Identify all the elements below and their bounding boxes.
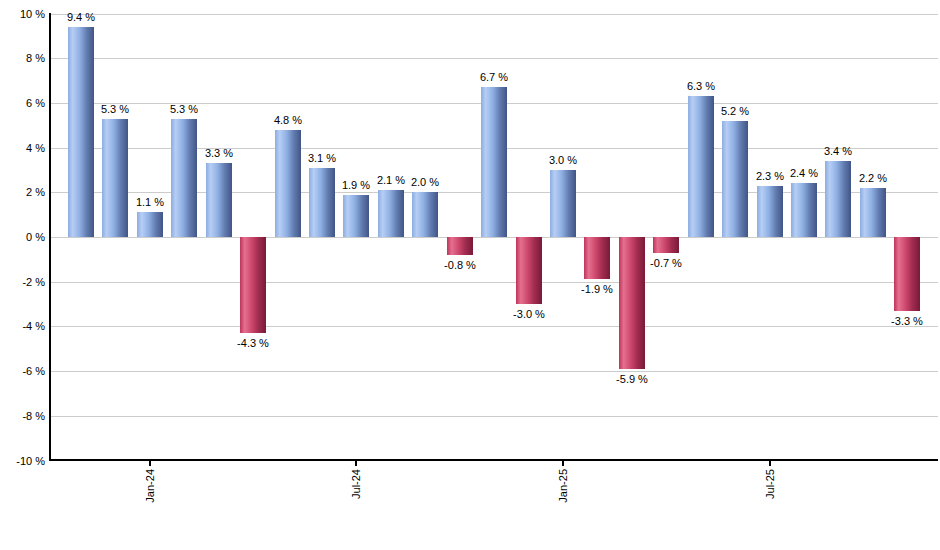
gridline [49,371,938,372]
bar [137,212,163,237]
bar-value-label: -4.3 % [237,337,269,350]
bar [550,170,576,237]
bar [516,237,542,304]
x-axis-tick-mark [562,461,564,466]
x-axis-tick-label: Jan-25 [556,469,570,503]
bar-value-label: -3.3 % [891,315,923,328]
bar-value-label: -3.0 % [513,308,545,321]
gridline [49,237,938,238]
gridline [49,58,938,59]
x-axis-tick-label: Jan-24 [143,469,157,503]
y-axis-tick-label: -4 % [0,319,45,333]
gridline [49,282,938,283]
bar [619,237,645,369]
bar [378,190,404,237]
bar-value-label: 5.2 % [721,105,749,118]
y-axis-tick-label: 6 % [0,96,45,110]
bar [688,96,714,237]
bar-value-label: 1.1 % [136,196,164,209]
bar [102,119,128,237]
bar-value-label: -0.8 % [444,259,476,272]
bar [757,186,783,237]
bar-value-label: 2.1 % [377,174,405,187]
y-axis-line [49,13,51,461]
bar [412,192,438,237]
bar-value-label: 9.4 % [67,11,95,24]
bar [481,87,507,237]
bar-value-label: 4.8 % [274,114,302,127]
x-axis-tick-label: Jul-24 [349,469,363,499]
bar [171,119,197,237]
y-axis-tick-label: 0 % [0,230,45,244]
bar-value-label: 2.2 % [859,172,887,185]
bar [894,237,920,311]
bar-value-label: -5.9 % [616,373,648,386]
bar [791,183,817,237]
y-axis-tick-label: 4 % [0,141,45,155]
bar-value-label: 2.4 % [790,167,818,180]
gridline [49,14,938,15]
x-axis-tick-mark [149,461,151,466]
x-axis-tick-mark [769,461,771,466]
y-axis-tick-label: 2 % [0,185,45,199]
bar-value-label: 3.4 % [824,145,852,158]
x-axis-tick-label: Jul-25 [763,469,777,499]
x-axis-tick-mark [355,461,357,466]
x-axis-line [49,459,938,461]
bar [447,237,473,255]
bar-value-label: 5.3 % [170,103,198,116]
bar [309,168,335,237]
bar-value-label: 5.3 % [101,103,129,116]
bar [860,188,886,237]
bar-value-label: 6.7 % [480,71,508,84]
y-axis-tick-label: -2 % [0,275,45,289]
bar-chart: 10 % 8 % 6 % 4 % 2 % 0 % -2 % -4 % -6 % -8 % -10 %… [0,0,940,550]
y-axis-tick-label: 10 % [0,7,45,21]
bar-value-label: 6.3 % [687,80,715,93]
gridline [49,326,938,327]
bar [722,121,748,237]
bar-value-label: 1.9 % [342,179,370,192]
bar [240,237,266,333]
y-axis-tick-label: -6 % [0,364,45,378]
y-axis-tick-label: -8 % [0,409,45,423]
bar-value-label: -0.7 % [650,257,682,270]
bar-value-label: 2.0 % [411,176,439,189]
bar [584,237,610,279]
y-axis-tick-label: 8 % [0,51,45,65]
bar [343,195,369,237]
bar-value-label: -1.9 % [581,283,613,296]
gridline [49,416,938,417]
bar [825,161,851,237]
bar-value-label: 2.3 % [756,170,784,183]
plot-area: 10 % 8 % 6 % 4 % 2 % 0 % -2 % -4 % -6 % -8 % -10 %… [0,0,940,550]
y-axis-tick-label: -10 % [0,454,45,468]
bar [653,237,679,253]
bar-value-label: 3.3 % [205,147,233,160]
bar [68,27,94,237]
bar [275,130,301,237]
bar [206,163,232,237]
bar-value-label: 3.0 % [549,154,577,167]
bar-value-label: 3.1 % [308,152,336,165]
